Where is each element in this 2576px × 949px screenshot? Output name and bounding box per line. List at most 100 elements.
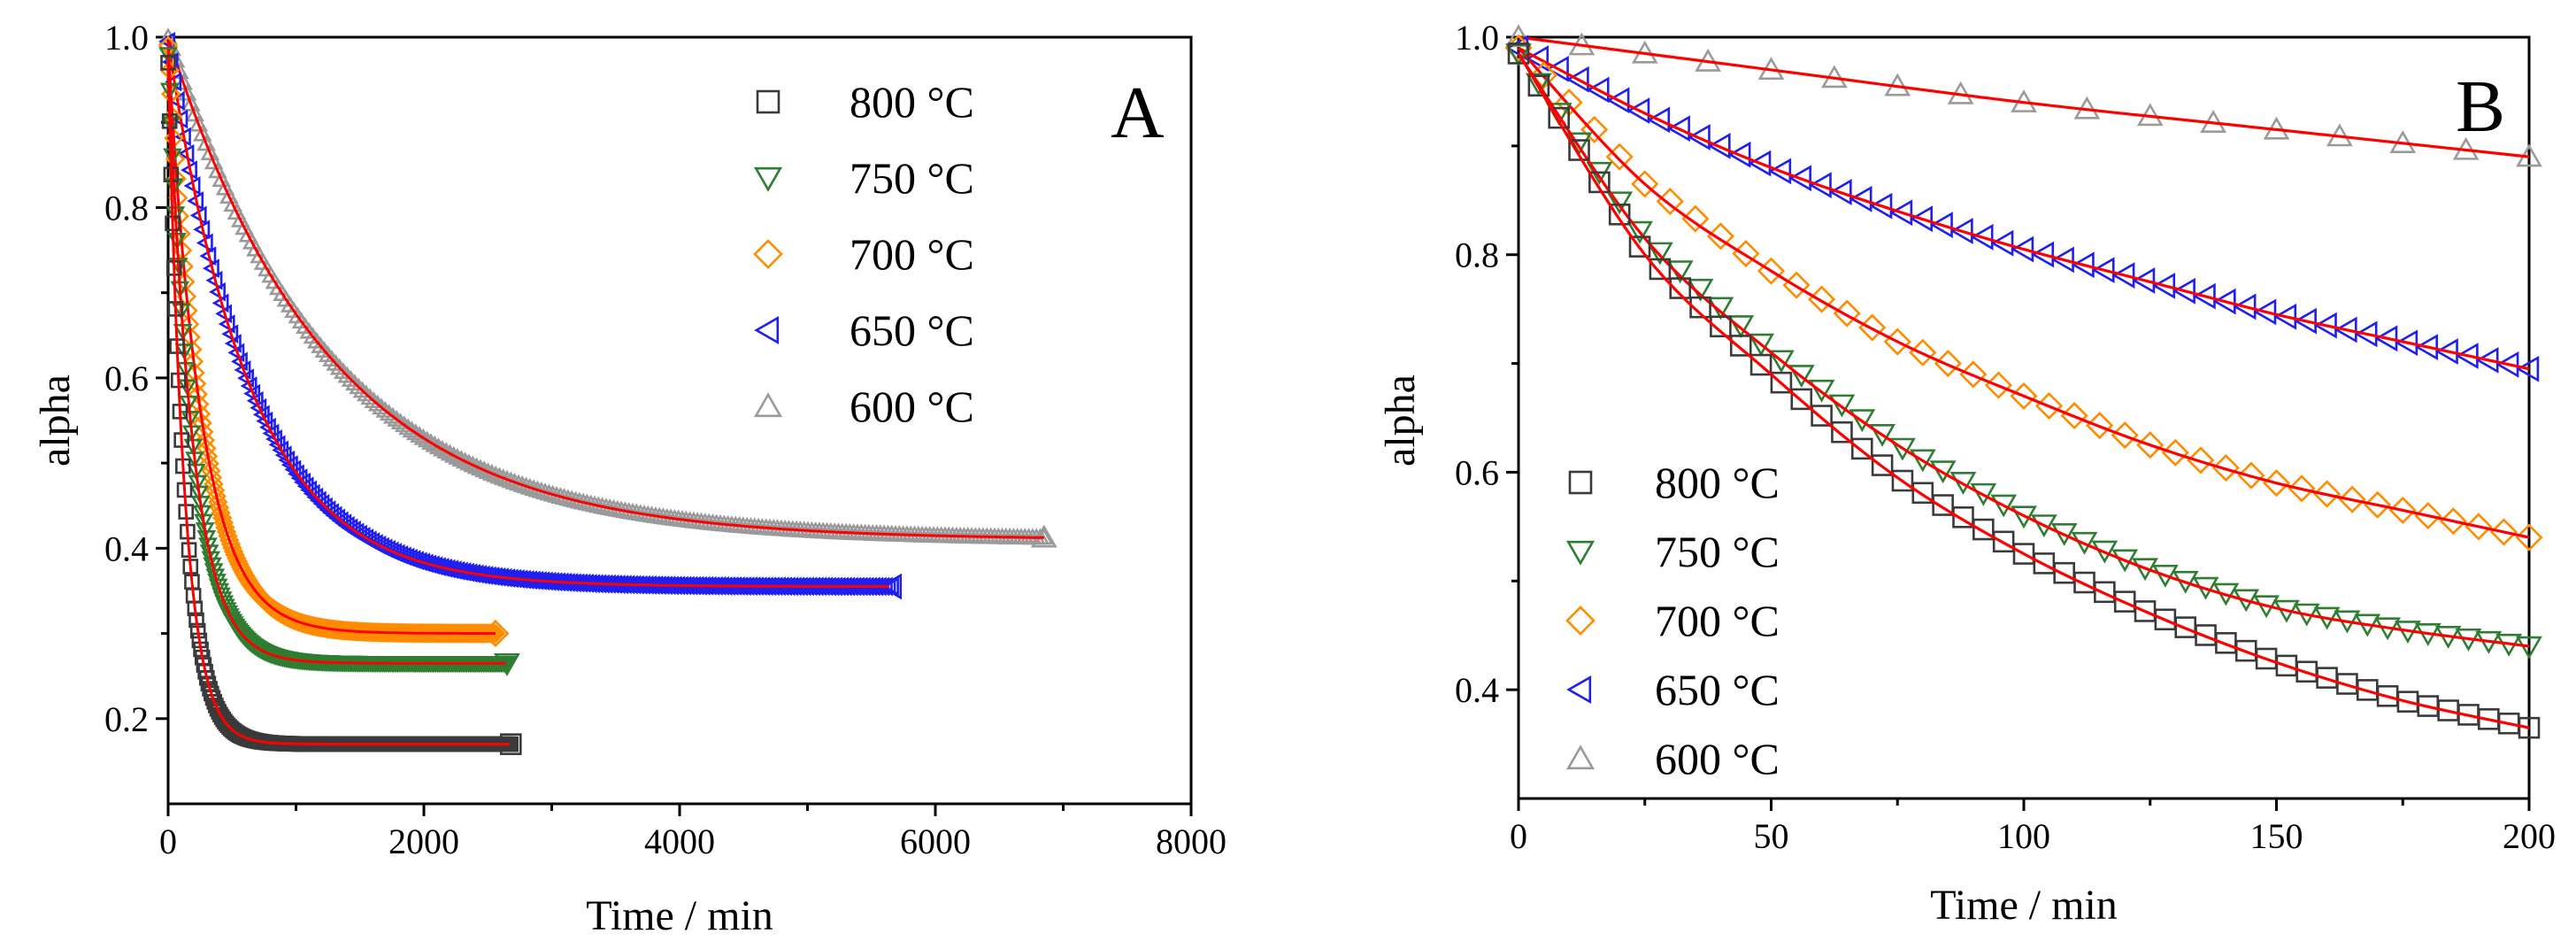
panel-b-legend-label-800: 800 °C <box>1655 458 1780 507</box>
panel-b-point-750 <box>1525 73 1552 96</box>
panel-a-point-600 <box>410 426 429 443</box>
panel-b-point-700 <box>1605 143 1634 171</box>
panel-b-point-750 <box>1970 482 1997 506</box>
panel-b-point-650 <box>2294 307 2317 335</box>
panel-b-point-650 <box>2031 241 2055 268</box>
panel-b-point-650 <box>2415 334 2438 361</box>
panel-a-point-700 <box>204 480 226 501</box>
panel-b-point-800 <box>1811 405 1833 427</box>
panel-a-point-700 <box>211 503 231 523</box>
panel-a-series-600 <box>158 27 1057 548</box>
panel-a-point-600 <box>352 381 373 398</box>
panel-a-point-700 <box>195 430 216 451</box>
panel-b-point-700 <box>2187 446 2215 474</box>
panel-b-point-750 <box>2030 514 2057 538</box>
panel-a-point-600 <box>188 114 209 132</box>
panel-a-point-600 <box>329 358 350 375</box>
panel-b-point-700 <box>1959 360 1988 389</box>
panel-a-point-700 <box>206 486 227 506</box>
panel-b-point-650 <box>1545 55 1569 82</box>
panel-a-point-650 <box>290 468 308 489</box>
panel-a-fit-line-700 <box>166 45 496 635</box>
panel-b-point-800 <box>1548 106 1570 129</box>
panel-b-point-750 <box>1990 494 2018 518</box>
panel-a-point-700 <box>485 623 506 644</box>
panel-a-point-700 <box>223 541 244 562</box>
panel-b-point-800 <box>1568 139 1590 161</box>
panel-b-point-750 <box>1949 472 1977 495</box>
panel-a-point-800 <box>204 685 219 702</box>
panel-b-point-750 <box>1727 315 1755 339</box>
panel-b-point-650 <box>2091 257 2115 284</box>
panel-b-point-800 <box>1871 454 1894 476</box>
panel-b-point-800 <box>1891 469 1914 492</box>
panel-a-point-600 <box>341 369 361 387</box>
panel-a-legend: 800 °C 750 °C 700 °C 650 °C 600 °C <box>753 77 974 431</box>
panel-b-point-650 <box>1828 179 1852 205</box>
panel-a-point-650 <box>875 576 893 597</box>
panel-a-y-axis-title: alpha <box>32 374 79 467</box>
panel-b-point-650 <box>1929 212 1953 238</box>
panel-b-point-650 <box>1949 218 1973 244</box>
panel-b-point-750 <box>1606 191 1634 215</box>
panel-a-chart: 0 2000 4000 6000 8000 0.2 0.4 0.6 0.8 1.0 800 °C 7… <box>32 18 1226 939</box>
panel-b-series-600 <box>1505 24 2542 167</box>
panel-b-point-750 <box>1626 220 1653 244</box>
panel-a-label: A <box>1111 72 1165 154</box>
panel-b-point-750 <box>1768 350 1795 374</box>
panel-b-point-750 <box>2011 505 2037 529</box>
panel-b-point-700 <box>2161 438 2189 467</box>
panel-a-point-600 <box>398 418 418 436</box>
panel-a-legend-marker-700 <box>753 239 783 269</box>
panel-b-ticks: 0 50 100 150 200 0.4 0.6 0.8 1.0 <box>1455 18 2556 856</box>
panel-b-point-700 <box>2489 518 2518 546</box>
panel-a-y-tick-label: 0.4 <box>104 529 149 568</box>
panel-a-point-600 <box>375 400 396 418</box>
panel-b-legend-marker-700 <box>1565 606 1596 636</box>
panel-b-x-tick-label: 0 <box>1510 816 1527 856</box>
panel-a-point-600 <box>402 420 422 438</box>
panel-b-point-700 <box>2439 507 2467 536</box>
panel-a-point-700 <box>209 498 230 518</box>
panel-b-point-800 <box>1689 296 1711 319</box>
panel-b-point-700 <box>2288 474 2316 503</box>
panel-b-point-700 <box>2313 480 2341 508</box>
panel-b-point-700 <box>1681 204 1710 233</box>
panel-a-point-600 <box>322 350 342 366</box>
panel-b-point-700 <box>1580 115 1609 144</box>
panel-b-y-tick-label: 1.0 <box>1455 18 1499 58</box>
panel-a-fit-line-600 <box>166 36 1044 539</box>
panel-b-point-650 <box>2495 351 2519 378</box>
panel-a-point-600 <box>345 374 365 391</box>
panel-b-point-750 <box>1929 460 1957 484</box>
panel-b-point-650 <box>2334 316 2357 343</box>
panel-b-point-650 <box>1606 87 1630 114</box>
panel-a-point-600 <box>349 377 369 395</box>
panel-b-point-750 <box>1909 449 1936 473</box>
panel-a-series-700 <box>158 35 510 648</box>
panel-b-point-800 <box>1992 530 2015 553</box>
panel-b-point-800 <box>1972 518 1995 541</box>
panel-a-point-650 <box>287 464 304 484</box>
panel-b-point-700 <box>1833 299 1861 328</box>
panel-b-x-tick-label: 50 <box>1754 816 1789 856</box>
panel-a-legend-label-700: 700 °C <box>850 229 974 279</box>
panel-b-point-650 <box>1687 124 1711 150</box>
panel-a-point-600 <box>413 428 434 445</box>
panel-a-point-600 <box>383 406 403 424</box>
panel-a-point-600 <box>326 353 346 371</box>
panel-b-point-650 <box>2050 246 2074 274</box>
panel-b-legend-marker-800 <box>1568 470 1593 495</box>
panel-b-label: B <box>2456 66 2505 148</box>
panel-a-point-650 <box>879 573 903 600</box>
panel-b-x-axis-title: Time / min <box>1930 882 2118 929</box>
panel-b-point-800 <box>1770 371 1793 394</box>
panel-b-point-750 <box>1808 379 1835 403</box>
panel-b-point-650 <box>2313 312 2337 339</box>
panel-a-point-650 <box>306 487 324 507</box>
panel-b-point-800 <box>1790 388 1813 411</box>
panel-b-point-650 <box>1526 45 1549 72</box>
panel-a-legend-label-800: 800 °C <box>850 77 974 127</box>
panel-b-point-700 <box>1706 222 1734 251</box>
panel-b-point-800 <box>1850 437 1873 460</box>
